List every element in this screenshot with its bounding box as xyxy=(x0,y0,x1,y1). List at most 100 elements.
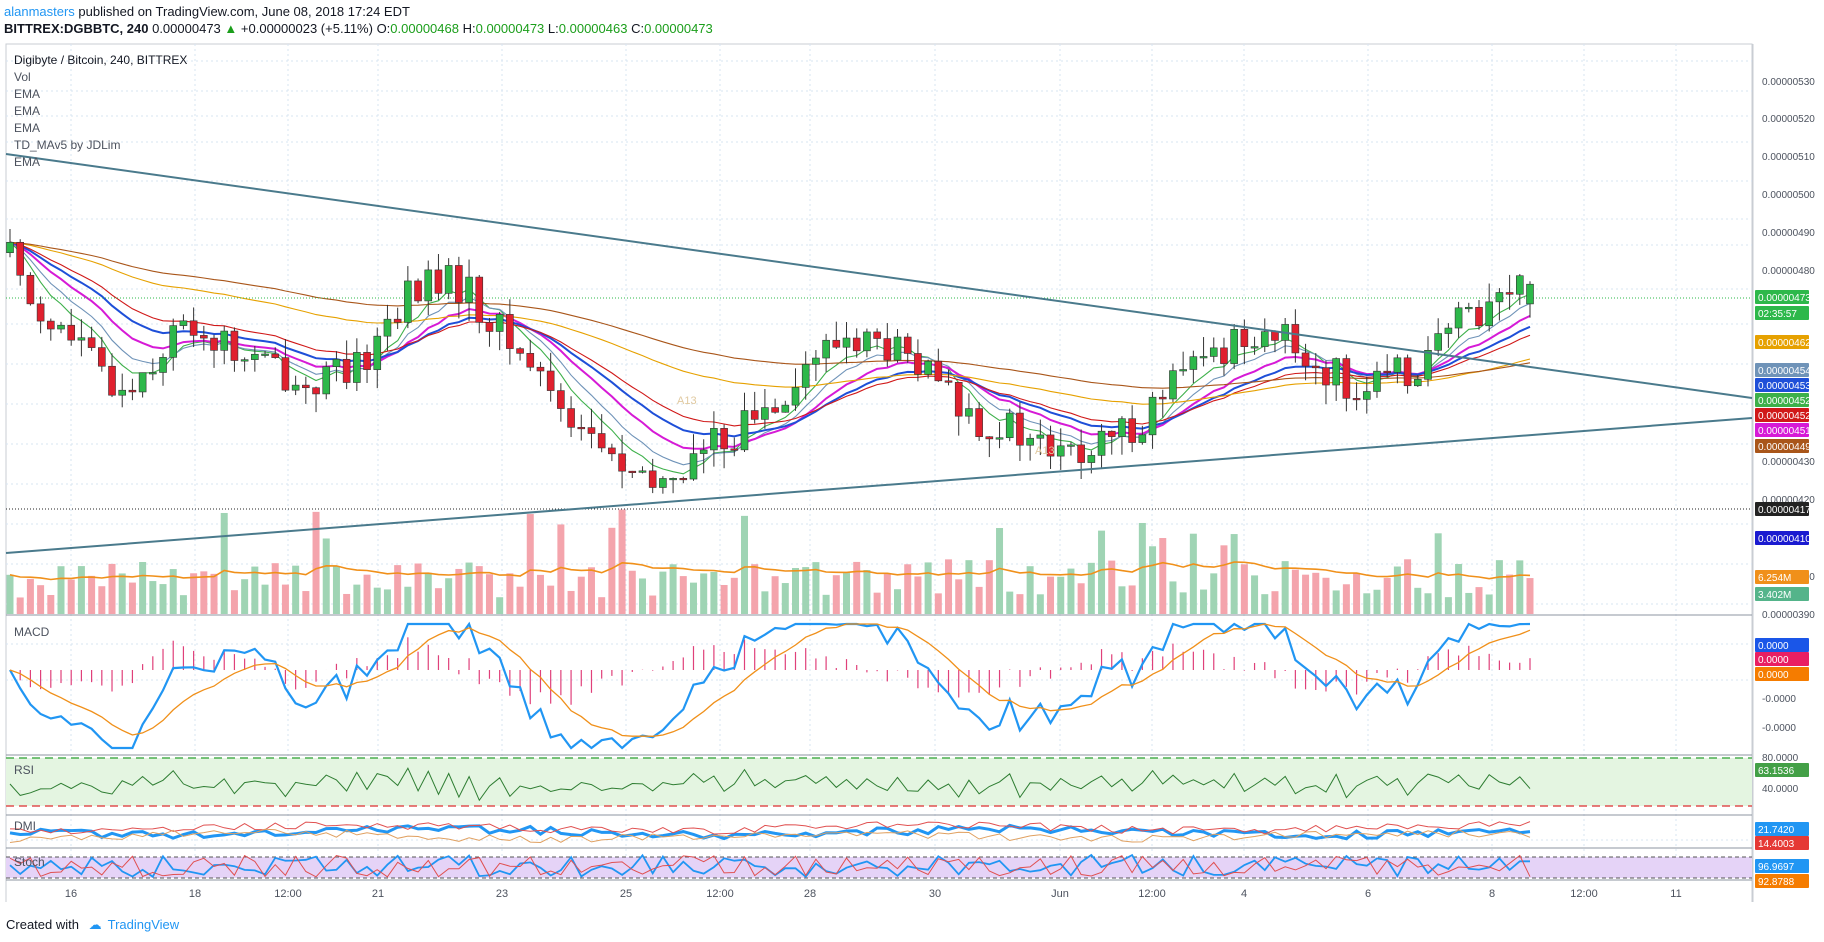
price-label-text: 3.402M xyxy=(1758,590,1791,601)
volume-bar xyxy=(1057,576,1065,614)
volume-bar xyxy=(1138,522,1146,614)
volume-bar xyxy=(608,527,616,614)
candle-body xyxy=(1128,418,1136,443)
candle-body xyxy=(506,314,514,349)
time-axis[interactable]: 16 18 12:00 21 23 25 12:00 28 30 Jun 12:00 4 6 8 12:00… xyxy=(65,888,1682,900)
trendlines[interactable] xyxy=(5,153,1753,554)
volume-bar xyxy=(1077,583,1085,614)
candle-body xyxy=(1413,379,1422,387)
candle-body xyxy=(251,353,259,360)
candle-body xyxy=(1383,370,1391,373)
candle-body xyxy=(1495,292,1504,303)
volume-bar xyxy=(975,586,983,614)
volume-bar xyxy=(108,563,116,614)
volume-bar xyxy=(292,565,300,614)
candle-body xyxy=(618,453,626,472)
candle-body xyxy=(659,478,667,488)
volume-bar xyxy=(1128,585,1136,614)
price-label-badge xyxy=(1755,306,1809,320)
published-text: published on TradingView.com, June 08, 2… xyxy=(74,4,410,19)
candle-body xyxy=(353,352,361,383)
candle-body xyxy=(1434,333,1442,351)
candle-body xyxy=(373,335,382,370)
price-label-text: 14.4003 xyxy=(1758,839,1795,850)
volume-bar xyxy=(1087,562,1095,614)
volume-bar xyxy=(985,560,993,614)
price-label-badge xyxy=(1755,836,1809,850)
price-label-badge xyxy=(1755,363,1809,377)
price-label-badge xyxy=(1755,502,1809,516)
macd-tick-label: -0.0000 xyxy=(1762,723,1796,734)
study-legend-item: EMA xyxy=(14,121,40,135)
pattern-label: A13 xyxy=(1035,445,1055,457)
candle-body xyxy=(1169,370,1177,400)
candle-body xyxy=(98,347,106,367)
candle-body xyxy=(1352,398,1361,401)
price-axis[interactable]: 0.00000530 0.00000520 0.00000510 0.00000500… xyxy=(1762,77,1815,795)
price-label-badge xyxy=(1755,638,1809,652)
volume-bar xyxy=(312,511,320,614)
pane-titles: MACD RSI DMI Stoch xyxy=(14,625,50,869)
volume-bar xyxy=(1465,592,1473,614)
candle-body xyxy=(1077,444,1085,463)
volume-bar xyxy=(547,585,555,614)
stoch-pane xyxy=(6,853,1752,879)
candle-body xyxy=(516,348,524,354)
candle-body xyxy=(954,382,963,417)
price-label-text: 6.254M xyxy=(1758,573,1791,584)
rsi-tick-label: 80.0000 xyxy=(1762,753,1799,764)
candle-body xyxy=(985,436,994,440)
candle-body xyxy=(302,384,310,389)
candle-body xyxy=(577,427,586,430)
descending-trendline xyxy=(5,153,1753,399)
close-value: 0.00000473 xyxy=(644,21,713,36)
volume-bar xyxy=(404,586,412,614)
volume-bar xyxy=(853,561,861,614)
candle-body xyxy=(597,433,606,449)
tradingview-brand-link[interactable]: TradingView xyxy=(107,917,180,932)
volume-bar xyxy=(1404,559,1412,614)
volume-bar xyxy=(516,586,524,614)
volume-bar xyxy=(302,591,310,614)
volume-bar xyxy=(1312,572,1320,614)
price-tick-label: 0.00000390 xyxy=(1762,610,1815,621)
candle-body xyxy=(230,330,239,361)
volume-bar xyxy=(1200,589,1208,614)
volume-bar xyxy=(128,582,136,614)
volume-bar xyxy=(792,568,800,614)
volume-bar xyxy=(271,563,279,614)
volume-bar xyxy=(1414,587,1422,614)
price-labels: 0.00000473 02:35:57 0.00000462 0.00000454 0.… xyxy=(1755,290,1811,888)
volume-bar xyxy=(1393,566,1401,614)
candle-body xyxy=(87,337,96,348)
candle-body xyxy=(648,470,657,488)
candle-body xyxy=(1189,356,1198,370)
volume-bar xyxy=(424,572,432,614)
price-label-text: 63.1536 xyxy=(1758,766,1795,777)
candle-body xyxy=(240,359,249,362)
price-label-badge xyxy=(1755,531,1809,545)
time-tick-label: 12:00 xyxy=(274,888,302,900)
volume-bar xyxy=(26,578,34,614)
volume-bar xyxy=(598,597,606,614)
candle-body xyxy=(271,353,280,358)
macd-line xyxy=(9,621,1531,750)
rsi-tick-label: 40.0000 xyxy=(1762,784,1799,795)
candle-body xyxy=(679,478,688,481)
candle-body xyxy=(1485,301,1493,327)
author-link[interactable]: alanmasters xyxy=(4,4,75,19)
pane-title-stoch: Stoch xyxy=(14,855,45,869)
volume-bar xyxy=(1118,586,1126,614)
candle-body xyxy=(791,387,800,406)
pane-title-dmi: DMI xyxy=(14,819,36,833)
candle-body xyxy=(1475,306,1483,327)
volume-bar xyxy=(445,578,453,614)
grid xyxy=(6,44,1752,881)
candle-body xyxy=(822,339,830,359)
price-tick-label: 0.00000480 xyxy=(1762,266,1815,277)
price-tick-label: 0.00000510 xyxy=(1762,152,1815,163)
candle-body xyxy=(1301,352,1310,367)
volume-bar xyxy=(485,574,493,614)
candle-body xyxy=(750,410,759,420)
